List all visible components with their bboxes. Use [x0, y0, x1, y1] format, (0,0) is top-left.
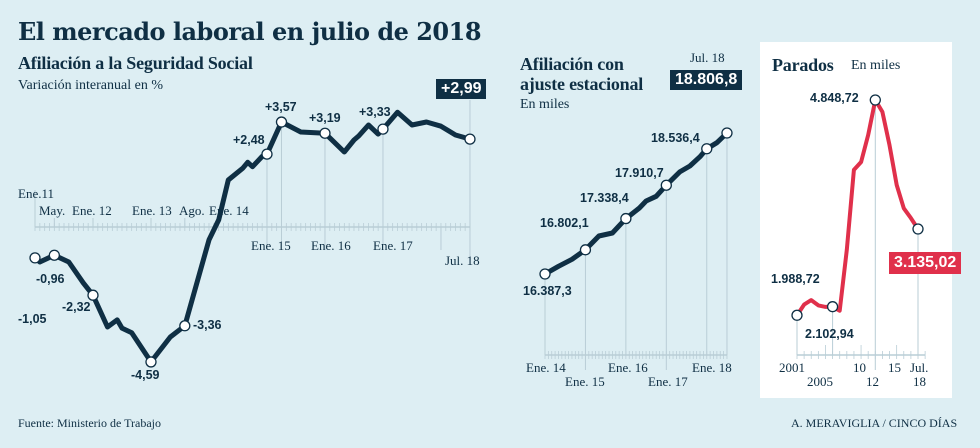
tick-label: Ene. 12 — [72, 203, 112, 218]
tick-label: Ene.11 — [18, 186, 54, 201]
data-label: -1,05 — [18, 312, 47, 326]
data-point — [179, 320, 191, 332]
tick-label: May. — [39, 203, 66, 218]
tick-label: Ene. 14 — [526, 360, 566, 375]
tick-label: Ene. 14 — [209, 203, 249, 218]
tick-label: Ene. 15 — [565, 374, 605, 389]
data-point — [701, 143, 713, 155]
data-label: 2.102,94 — [805, 327, 854, 341]
data-point — [579, 244, 592, 256]
data-point — [791, 309, 803, 321]
data-label: -3,36 — [193, 318, 222, 332]
data-label: 18.536,4 — [651, 131, 700, 145]
tick-label: 2001 — [779, 360, 805, 375]
tick-label: 2005 — [807, 374, 833, 389]
chart1-title: Afiliación a la Seguridad Social — [18, 53, 253, 73]
tick-label: Ene. 16 — [311, 238, 351, 253]
chart3-subtitle: En miles — [851, 58, 901, 73]
series-line — [542, 130, 730, 277]
chart2-subtitle: En miles — [520, 97, 570, 112]
data-point — [660, 179, 672, 191]
data-point — [721, 127, 733, 139]
tick-label: Ene. 15 — [251, 238, 291, 253]
data-label: 16.387,3 — [523, 284, 572, 298]
tick-label: Ene. 17 — [648, 374, 688, 389]
data-point — [464, 133, 476, 145]
data-label: +2,48 — [233, 133, 265, 147]
tick-label: 12 — [866, 374, 879, 389]
data-label: +3,57 — [265, 100, 297, 114]
data-point — [29, 252, 41, 264]
data-point — [869, 94, 881, 106]
data-point — [319, 127, 331, 139]
tick-label: 18 — [913, 374, 926, 389]
data-point — [620, 212, 632, 225]
tick-label: Jul. — [910, 360, 929, 375]
chart2-last-value: 18.806,8 — [670, 70, 743, 90]
chart3-last-value: 3.135,02 — [889, 252, 962, 274]
data-point — [261, 148, 273, 160]
chart1-last-value: +2,99 — [436, 79, 487, 99]
tick-label: Jul. 18 — [445, 253, 480, 268]
chart3-title: Parados — [772, 55, 834, 75]
tick-label: Ago. — [179, 203, 205, 218]
data-label: 17.910,7 — [615, 166, 664, 180]
data-label: 16.802,1 — [540, 216, 589, 230]
tick-label: 10 — [853, 360, 866, 375]
chart2-title: Afiliación con ajuste estacional — [520, 54, 644, 94]
tick-label: 15 — [888, 360, 901, 375]
series-line — [795, 98, 920, 318]
data-label: 4.848,72 — [810, 91, 859, 105]
data-label: -4,59 — [131, 368, 160, 382]
data-point — [377, 123, 389, 135]
data-point — [145, 356, 157, 368]
data-point — [912, 223, 924, 235]
chart1-subtitle: Variación interanual en % — [18, 78, 163, 93]
data-point — [539, 268, 551, 280]
data-label: +3,33 — [359, 105, 391, 119]
data-label: -0,96 — [36, 272, 65, 286]
data-point — [87, 289, 99, 301]
data-point — [275, 116, 288, 128]
data-point — [48, 249, 60, 261]
tick-label: Ene. 16 — [608, 360, 648, 375]
data-label: 1.988,72 — [771, 272, 820, 286]
tick-label: Ene. 13 — [132, 203, 172, 218]
source-note: Fuente: Ministerio de Trabajo — [18, 416, 161, 430]
page-title: El mercado laboral en julio de 2018 — [18, 17, 482, 46]
data-label: +3,19 — [309, 111, 341, 125]
data-point — [826, 301, 839, 313]
chart2-top-label: Jul. 18 — [690, 50, 725, 65]
data-label: 17.338,4 — [580, 191, 629, 205]
tick-label: Ene. 17 — [373, 238, 413, 253]
credit: A. MERAVIGLIA / CINCO DÍAS — [791, 416, 958, 430]
tick-label: Ene. 18 — [692, 360, 732, 375]
data-label: -2,32 — [62, 300, 91, 314]
parados-panel — [760, 42, 952, 398]
